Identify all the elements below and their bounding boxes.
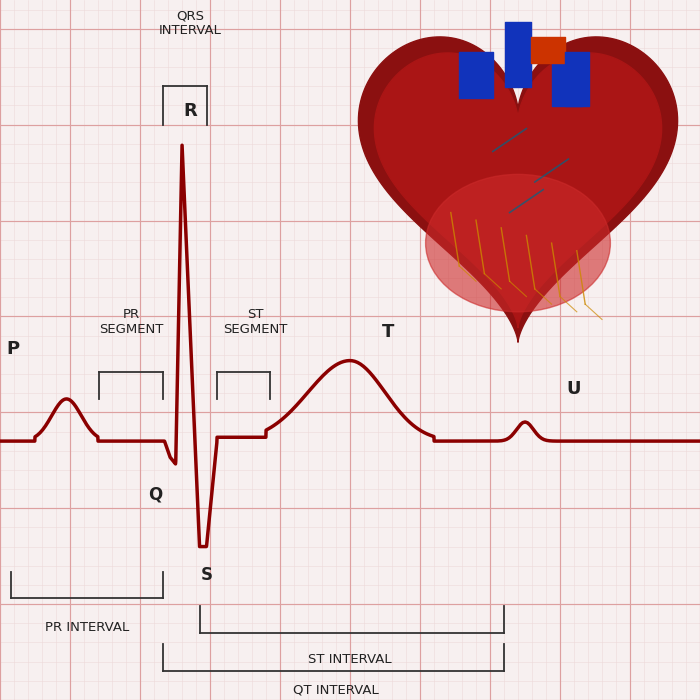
Text: QT INTERVAL: QT INTERVAL bbox=[293, 684, 379, 697]
Polygon shape bbox=[358, 37, 678, 342]
Text: R: R bbox=[183, 102, 197, 120]
Text: P: P bbox=[6, 340, 19, 358]
Ellipse shape bbox=[426, 174, 610, 312]
Text: ST
SEGMENT: ST SEGMENT bbox=[223, 308, 288, 336]
Text: PR INTERVAL: PR INTERVAL bbox=[45, 621, 129, 634]
Text: S: S bbox=[200, 566, 213, 584]
Text: Q: Q bbox=[148, 486, 162, 504]
Text: T: T bbox=[382, 323, 395, 341]
Text: QRS
INTERVAL: QRS INTERVAL bbox=[159, 9, 222, 37]
Polygon shape bbox=[374, 53, 662, 328]
Text: PR
SEGMENT: PR SEGMENT bbox=[99, 308, 164, 336]
Text: U: U bbox=[567, 380, 581, 398]
Text: ST INTERVAL: ST INTERVAL bbox=[308, 653, 392, 666]
